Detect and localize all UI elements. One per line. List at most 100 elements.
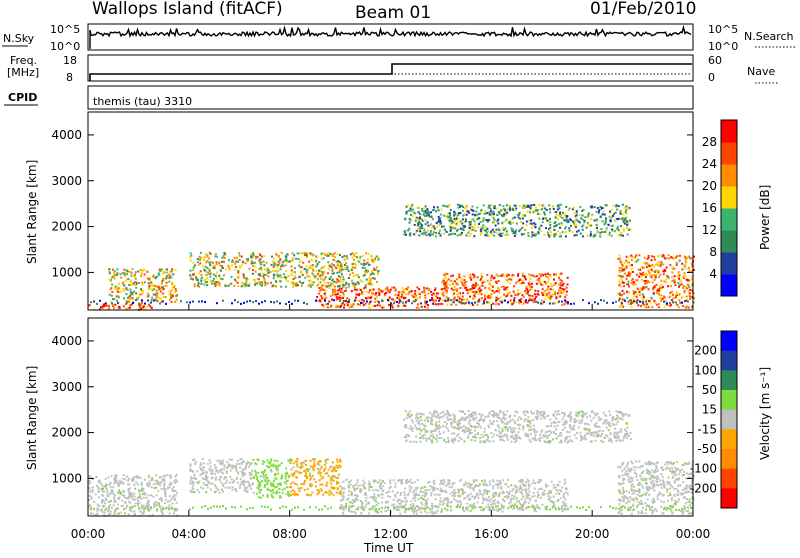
range-cell	[457, 489, 459, 491]
range-cell	[497, 510, 499, 512]
range-cell	[347, 498, 349, 500]
range-cell	[331, 476, 333, 478]
range-cell	[237, 482, 239, 484]
range-cell	[513, 291, 515, 293]
range-cell	[351, 280, 353, 282]
range-cell	[336, 481, 338, 483]
range-cell	[334, 487, 336, 489]
range-cell	[484, 483, 486, 485]
range-cell	[232, 486, 234, 488]
range-cell	[323, 279, 325, 281]
ground-cell	[633, 300, 635, 302]
ground-cell	[465, 302, 467, 304]
range-cell	[446, 296, 448, 298]
range-cell	[111, 284, 113, 286]
range-cell	[113, 307, 115, 309]
range-cell	[462, 296, 464, 298]
range-cell	[623, 269, 625, 271]
range-cell	[346, 297, 348, 299]
range-cell	[507, 286, 509, 288]
range-cell	[564, 479, 566, 481]
range-cell	[437, 221, 439, 223]
range-cell	[129, 271, 131, 273]
range-cell	[111, 295, 113, 297]
range-cell	[123, 290, 125, 292]
range-cell	[682, 305, 684, 307]
ground-cell	[381, 299, 383, 301]
nave-tick-top: 60	[708, 54, 722, 67]
range-cell	[344, 259, 346, 261]
range-cell	[368, 264, 370, 266]
range-cell	[553, 484, 555, 486]
ground-cell	[90, 301, 92, 303]
range-cell	[468, 483, 470, 485]
range-cell	[230, 470, 232, 472]
range-cell	[119, 491, 121, 493]
ground-cell	[360, 302, 362, 304]
range-cell	[514, 209, 516, 211]
range-cell	[552, 205, 554, 207]
range-cell	[370, 256, 372, 258]
range-cell	[338, 482, 340, 484]
range-cell	[691, 278, 693, 280]
range-cell	[114, 304, 116, 306]
range-cell	[113, 498, 115, 500]
range-cell	[403, 491, 405, 493]
range-cell	[533, 232, 535, 234]
range-cell	[562, 510, 564, 512]
range-cell	[528, 220, 530, 222]
range-cell	[462, 292, 464, 294]
range-cell	[411, 290, 413, 292]
range-cell	[638, 269, 640, 271]
range-cell	[654, 302, 656, 304]
range-cell	[406, 479, 408, 481]
range-cell	[465, 287, 467, 289]
range-cell	[486, 232, 488, 234]
ground-cell	[561, 301, 563, 303]
range-cell	[325, 459, 327, 461]
range-cell	[112, 486, 114, 488]
range-cell	[410, 205, 412, 207]
range-cell	[442, 300, 444, 302]
range-cell	[676, 264, 678, 266]
range-cell	[128, 278, 130, 280]
range-cell	[157, 490, 159, 492]
range-cell	[565, 505, 567, 507]
range-cell	[219, 492, 221, 494]
range-cell	[656, 263, 658, 265]
range-cell	[317, 263, 319, 265]
range-cell	[122, 483, 124, 485]
range-cell	[197, 258, 199, 260]
range-cell	[162, 475, 164, 477]
range-cell	[658, 261, 660, 263]
range-cell	[378, 270, 380, 272]
range-cell	[208, 258, 210, 260]
range-cell	[223, 274, 225, 276]
range-cell	[522, 275, 524, 277]
range-cell	[436, 222, 438, 224]
range-cell	[316, 265, 318, 267]
range-cell	[670, 285, 672, 287]
range-cell	[247, 260, 249, 262]
range-cell	[382, 490, 384, 492]
range-cell	[353, 488, 355, 490]
range-cell	[280, 258, 282, 260]
range-cell	[456, 283, 458, 285]
range-cell	[351, 492, 353, 494]
range-cell	[332, 461, 334, 463]
range-cell	[544, 213, 546, 215]
range-cell	[297, 284, 299, 286]
range-cell	[324, 295, 326, 297]
range-cell	[134, 496, 136, 498]
range-cell	[141, 293, 143, 295]
range-cell	[339, 459, 341, 461]
range-cell	[435, 210, 437, 212]
range-cell	[544, 298, 546, 300]
range-cell	[421, 227, 423, 229]
range-cell	[327, 261, 329, 263]
range-cell	[461, 299, 463, 301]
range-cell	[171, 483, 173, 485]
range-cell	[475, 230, 477, 232]
range-cell	[277, 483, 279, 485]
range-cell	[472, 213, 474, 215]
